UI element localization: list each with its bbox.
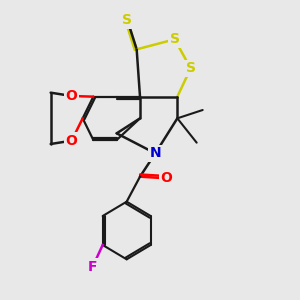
- Text: S: S: [186, 61, 196, 75]
- Text: S: S: [122, 13, 132, 27]
- Text: O: O: [66, 134, 78, 148]
- Text: S: S: [170, 32, 180, 46]
- Text: O: O: [66, 89, 78, 103]
- Text: F: F: [88, 260, 98, 274]
- Text: O: O: [161, 171, 172, 185]
- Text: N: N: [149, 146, 161, 160]
